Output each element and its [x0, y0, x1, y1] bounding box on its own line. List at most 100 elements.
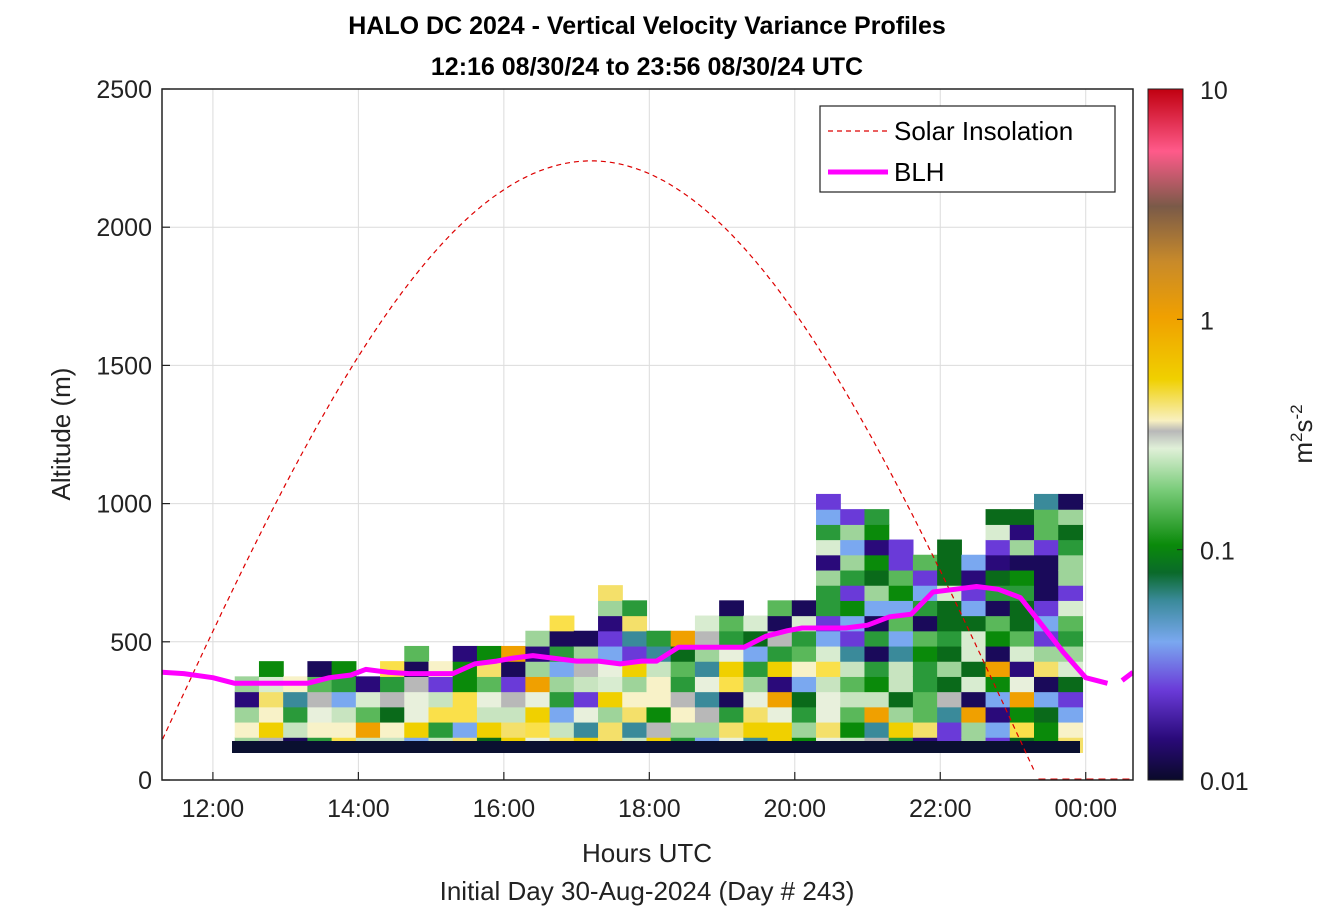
variance-cell	[767, 721, 793, 738]
variance-cell	[840, 661, 866, 677]
variance-cell	[476, 721, 502, 738]
variance-cell	[888, 721, 914, 738]
variance-cell	[912, 615, 938, 632]
variance-cell	[452, 676, 478, 693]
variance-cell	[452, 645, 478, 662]
variance-cell	[840, 524, 866, 541]
variance-cell	[985, 661, 1011, 677]
variance-cell	[767, 645, 793, 662]
x-tick-label: 14:00	[327, 795, 390, 823]
variance-cell	[476, 691, 502, 708]
variance-cell	[622, 615, 648, 632]
variance-cell	[1034, 554, 1059, 571]
variance-cell	[791, 721, 817, 738]
variance-cell	[258, 661, 284, 677]
variance-cell	[573, 645, 599, 662]
variance-cell	[767, 706, 793, 723]
variance-cell	[743, 661, 769, 677]
variance-cell	[380, 706, 405, 723]
variance-cell	[985, 524, 1011, 541]
y-axis-label: Altitude (m)	[46, 368, 76, 501]
variance-cell	[598, 585, 623, 601]
variance-cell	[840, 645, 866, 662]
variance-cell	[258, 706, 284, 723]
variance-cell	[234, 691, 260, 708]
variance-cell	[985, 539, 1011, 556]
variance-cell	[1009, 569, 1035, 586]
variance-cell	[840, 554, 866, 571]
variance-cell	[985, 509, 1011, 525]
variance-cell	[380, 721, 405, 738]
variance-cell	[1034, 721, 1059, 738]
variance-cell	[719, 721, 744, 738]
variance-cell	[1009, 721, 1035, 738]
variance-cell	[961, 661, 987, 677]
variance-cell	[1009, 630, 1035, 647]
variance-cell	[985, 600, 1011, 617]
variance-cell	[646, 630, 672, 647]
variance-cell	[670, 691, 696, 708]
variance-cell	[961, 706, 987, 723]
variance-cell	[622, 676, 648, 693]
variance-cell	[573, 721, 599, 738]
variance-cell	[743, 706, 769, 723]
colorbar-unit-exp1: 2	[1287, 432, 1306, 441]
variance-cell	[1009, 661, 1035, 677]
variance-cell	[864, 600, 890, 617]
variance-cell	[646, 661, 672, 677]
variance-cell	[791, 645, 817, 662]
variance-cell	[743, 645, 769, 662]
x-tick-label: 12:00	[182, 795, 245, 823]
variance-cell	[1009, 645, 1035, 662]
variance-cell	[1034, 585, 1059, 601]
x-tick-label: 16:00	[473, 795, 536, 823]
variance-cell	[598, 600, 623, 617]
variance-cell	[816, 676, 841, 693]
variance-cell	[743, 691, 769, 708]
variance-cell	[985, 615, 1011, 632]
variance-cell	[525, 691, 551, 708]
variance-cell	[258, 691, 284, 708]
variance-cell	[1034, 661, 1059, 677]
variance-cell	[1034, 691, 1059, 708]
variance-cell	[961, 721, 987, 738]
variance-cell	[355, 676, 381, 693]
variance-cell	[380, 676, 405, 693]
variance-cell	[1009, 509, 1035, 525]
variance-cell	[1034, 524, 1059, 541]
variance-cell	[283, 691, 308, 708]
variance-cell	[1058, 569, 1084, 586]
variance-cell	[816, 539, 841, 556]
variance-cell	[937, 721, 962, 738]
variance-cell	[816, 585, 841, 601]
variance-cell	[1058, 630, 1084, 647]
variance-cell	[864, 524, 890, 541]
variance-cell	[622, 691, 648, 708]
variance-cell	[719, 706, 744, 723]
variance-cell	[864, 585, 890, 601]
variance-cell	[912, 554, 938, 571]
variance-cell	[501, 676, 526, 693]
variance-cell	[719, 676, 744, 693]
variance-cell	[1058, 676, 1084, 693]
variance-cell	[937, 661, 962, 677]
variance-cell	[791, 691, 817, 708]
variance-cell	[888, 661, 914, 677]
colorbar-gradient	[1148, 89, 1183, 780]
variance-cell	[985, 721, 1011, 738]
variance-cell	[767, 691, 793, 708]
variance-cell	[428, 676, 454, 693]
variance-cell	[670, 676, 696, 693]
variance-cell	[404, 691, 430, 708]
variance-cell	[816, 509, 841, 525]
y-tick-label: 1000	[96, 491, 152, 519]
variance-cell	[404, 645, 430, 662]
variance-cell	[816, 721, 841, 738]
variance-cell	[985, 554, 1011, 571]
variance-cell	[985, 569, 1011, 586]
variance-cell	[961, 676, 987, 693]
variance-cell	[864, 554, 890, 571]
variance-cell	[864, 691, 890, 708]
variance-cell	[646, 676, 672, 693]
variance-cell	[598, 615, 623, 632]
